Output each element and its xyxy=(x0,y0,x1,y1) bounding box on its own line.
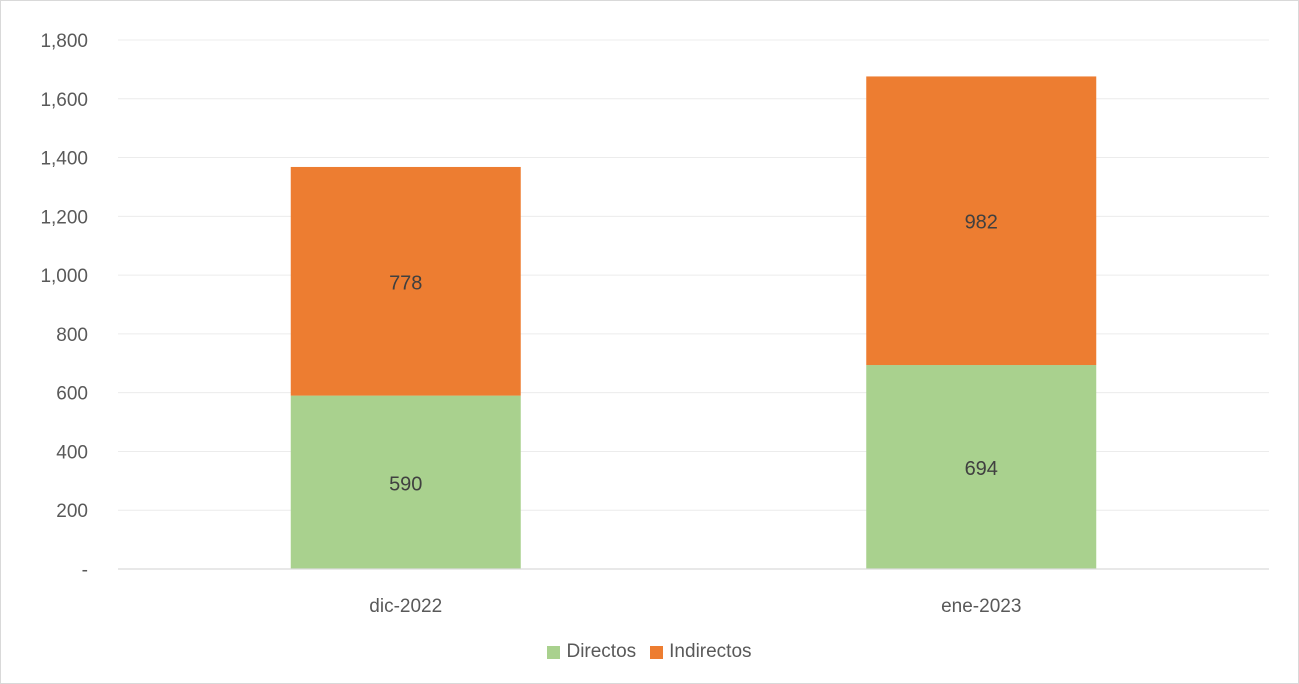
legend-item-indirectos: Indirectos xyxy=(650,641,752,663)
bar-indirectos-ene-2023 xyxy=(866,76,1097,366)
y-tick-label: 400 xyxy=(56,442,88,463)
data-label-directos: 694 xyxy=(965,458,998,480)
y-tick-label: 1,400 xyxy=(40,149,88,170)
data-label-indirectos: 778 xyxy=(389,272,422,294)
y-tick-label: 600 xyxy=(56,384,88,405)
legend-swatch-directos xyxy=(547,645,561,659)
x-tick-label: dic-2022 xyxy=(369,596,442,617)
legend-item-directos: Directos xyxy=(547,641,636,663)
x-tick-label: ene-2023 xyxy=(941,596,1021,617)
y-tick-label: 1,800 xyxy=(40,31,88,52)
y-tick-label: 800 xyxy=(56,325,88,346)
chart-plot: - 200 400 600 800 1,000 1,200 1,400 1,600 1,800 59… xyxy=(40,31,1269,617)
bar-indirectos-dic-2022 xyxy=(290,166,521,396)
y-tick-label: - xyxy=(82,560,88,581)
data-label-indirectos: 982 xyxy=(965,212,998,234)
bar-directos-dic-2022 xyxy=(290,395,521,569)
y-tick-label: 200 xyxy=(56,501,88,522)
y-tick-label: 1,200 xyxy=(40,207,88,228)
bar-directos-ene-2023 xyxy=(866,365,1097,569)
legend: Directos Indirectos xyxy=(1,641,1298,663)
y-tick-label: 1,600 xyxy=(40,90,88,111)
legend-label-indirectos: Indirectos xyxy=(669,641,752,662)
y-tick-label: 1,000 xyxy=(40,266,88,287)
legend-label-directos: Directos xyxy=(566,641,637,662)
legend-swatch-indirectos xyxy=(650,645,664,659)
data-label-directos: 590 xyxy=(389,473,422,495)
